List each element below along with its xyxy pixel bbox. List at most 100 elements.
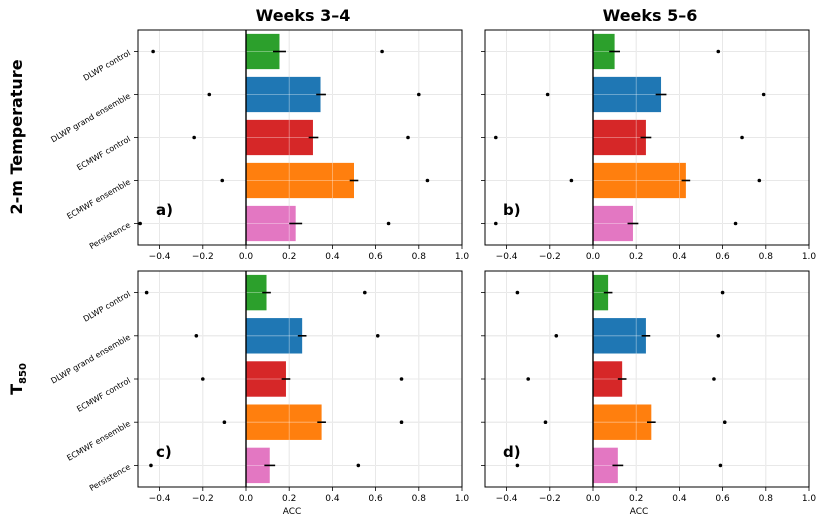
bar-ecmwf-ensemble [246, 404, 322, 440]
max-marker-ecmwf-ensemble [757, 178, 762, 183]
bar-persistence [246, 205, 296, 242]
x-tick-label: 0.4 [672, 252, 687, 262]
bar-ecmwf-control [246, 119, 313, 156]
category-label-dlwp-grand-ensemble: DLWP grand ensemble [49, 91, 132, 144]
category-label-ecmwf-ensemble: ECMWF ensemble [65, 177, 132, 221]
bar-dlwp-grand-ensemble [246, 318, 303, 354]
min-marker-dlwp-grand-ensemble [194, 334, 199, 338]
min-marker-dlwp-control [151, 49, 155, 54]
x-tick-label: 0.6 [368, 494, 383, 504]
min-marker-dlwp-control [515, 290, 520, 295]
min-marker-persistence [149, 463, 153, 468]
panel-label: a) [156, 201, 173, 219]
x-tick-label: 0.2 [629, 494, 643, 504]
max-marker-persistence [386, 221, 391, 226]
x-tick-label: −0.4 [496, 252, 518, 262]
min-marker-persistence [138, 221, 142, 226]
x-axis-title: ACC [630, 507, 649, 517]
x-tick-label: −0.2 [539, 252, 561, 262]
panel-label: d) [503, 443, 521, 461]
x-tick-label: 0.6 [368, 252, 383, 262]
max-marker-persistence [718, 463, 723, 468]
x-tick-label: −0.2 [192, 252, 214, 262]
x-tick-label: 0.0 [239, 494, 254, 504]
x-tick-label: 0.4 [325, 252, 340, 262]
min-marker-dlwp-grand-ensemble [207, 92, 212, 97]
row-title-t850-subscript: 850 [18, 363, 29, 384]
min-marker-ecmwf-ensemble [220, 178, 225, 183]
max-marker-ecmwf-control [399, 377, 404, 381]
x-axis-title: ACC [283, 507, 302, 517]
x-tick-label: 0.6 [715, 252, 730, 262]
bar-ecmwf-ensemble [246, 162, 354, 199]
min-marker-dlwp-grand-ensemble [545, 92, 550, 97]
panel-b: −0.4 −0.2 0.0 0.2 0.4 0.6 0.8 1.0 b) [481, 29, 817, 262]
min-marker-dlwp-grand-ensemble [554, 334, 559, 338]
x-tick-label: 0.8 [759, 252, 774, 262]
x-tick-label: 0.8 [759, 494, 774, 504]
panel-a: −0.4 −0.2 0.0 0.2 0.4 0.6 0.8 1.0 DLWP control DL… [49, 29, 470, 262]
x-tick-label: −0.2 [539, 494, 561, 504]
panel-d: −0.4 −0.2 0.0 0.2 0.4 0.6 0.8 1.0 d) ACC [481, 270, 817, 517]
x-tick-label: 0.0 [239, 252, 254, 262]
max-marker-dlwp-grand-ensemble [716, 334, 721, 338]
x-tick-label: −0.4 [149, 494, 171, 504]
bar-dlwp-control [246, 274, 267, 311]
max-marker-ecmwf-ensemble [399, 420, 404, 425]
min-marker-ecmwf-control [201, 377, 205, 381]
panel-label: c) [156, 443, 172, 461]
max-marker-ecmwf-control [740, 135, 744, 140]
bar-dlwp-grand-ensemble [593, 76, 662, 113]
min-marker-ecmwf-control [526, 377, 530, 381]
bar-ecmwf-ensemble [593, 162, 686, 199]
max-marker-dlwp-grand-ensemble [375, 334, 380, 338]
max-marker-ecmwf-control [406, 135, 410, 140]
bar-dlwp-control [593, 33, 615, 70]
category-label-ecmwf-control: ECMWF control [75, 134, 132, 172]
panel-label: b) [503, 201, 521, 219]
category-label-dlwp-control: DLWP control [82, 290, 132, 324]
x-tick-label: 0.2 [282, 494, 296, 504]
row-title-t850-main: T [7, 384, 26, 395]
bar-dlwp-grand-ensemble [246, 76, 321, 113]
bar-ecmwf-control [593, 361, 623, 397]
x-tick-label: 0.4 [672, 494, 687, 504]
max-marker-ecmwf-ensemble [425, 178, 430, 183]
category-label-persistence: Persistence [88, 462, 132, 493]
max-marker-dlwp-control [380, 49, 384, 54]
max-marker-dlwp-control [720, 290, 725, 295]
min-marker-ecmwf-control [494, 135, 498, 140]
x-tick-label: −0.2 [192, 494, 214, 504]
x-tick-label: 0.2 [629, 252, 643, 262]
category-label-ecmwf-ensemble: ECMWF ensemble [65, 419, 132, 463]
x-tick-label: 0.6 [715, 494, 730, 504]
bar-ecmwf-ensemble [593, 404, 652, 440]
bar-dlwp-control [593, 274, 609, 311]
x-tick-label: 1.0 [802, 494, 817, 504]
max-marker-ecmwf-control [712, 377, 716, 381]
bar-ecmwf-control [246, 361, 286, 397]
bar-persistence [246, 447, 270, 484]
x-tick-label: −0.4 [496, 494, 518, 504]
x-tick-label: 0.0 [586, 494, 601, 504]
max-marker-persistence [733, 221, 738, 226]
bar-persistence [593, 205, 633, 242]
category-label-dlwp-grand-ensemble: DLWP grand ensemble [49, 333, 132, 386]
min-marker-ecmwf-ensemble [569, 178, 574, 183]
x-tick-label: 0.2 [282, 252, 296, 262]
column-title-weeks-5-6: Weeks 5–6 [603, 6, 698, 25]
x-tick-label: 0.8 [412, 494, 427, 504]
x-tick-label: 1.0 [455, 252, 470, 262]
min-marker-dlwp-control [144, 290, 149, 295]
category-label-dlwp-control: DLWP control [82, 48, 132, 82]
category-label-ecmwf-control: ECMWF control [75, 376, 132, 414]
x-tick-label: 1.0 [455, 494, 470, 504]
x-tick-label: 1.0 [802, 252, 817, 262]
column-title-weeks-3-4: Weeks 3–4 [256, 6, 351, 25]
min-marker-ecmwf-control [192, 135, 196, 140]
bar-dlwp-grand-ensemble [593, 318, 646, 354]
max-marker-dlwp-grand-ensemble [761, 92, 766, 97]
min-marker-persistence [515, 463, 520, 468]
row-title-t850: T850 [7, 363, 29, 395]
min-marker-persistence [494, 221, 498, 226]
